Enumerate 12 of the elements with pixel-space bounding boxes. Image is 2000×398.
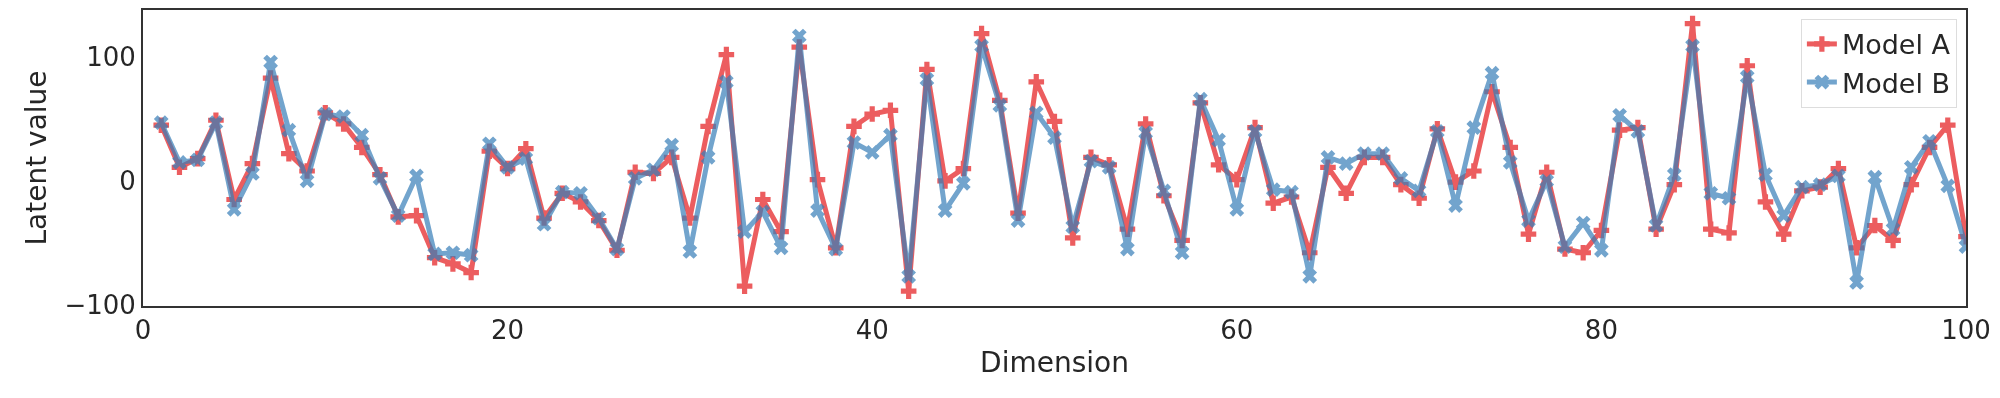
y-axis-title: Latent value: [19, 70, 53, 246]
x-tick-label: 60: [1220, 315, 1254, 346]
y-tick-label: 0: [119, 166, 136, 197]
y-tick-label: −100: [64, 289, 136, 320]
x-tick-label: 80: [1584, 315, 1618, 346]
y-tick-label: 100: [86, 42, 136, 73]
legend-label: Model B: [1841, 67, 1951, 99]
legend-label: Model A: [1841, 29, 1951, 61]
x-tick-label: 20: [491, 315, 525, 346]
x-tick-label: 40: [855, 315, 889, 346]
x-axis-title: Dimension: [980, 345, 1129, 379]
x-tick-label: 100: [1941, 315, 1991, 346]
